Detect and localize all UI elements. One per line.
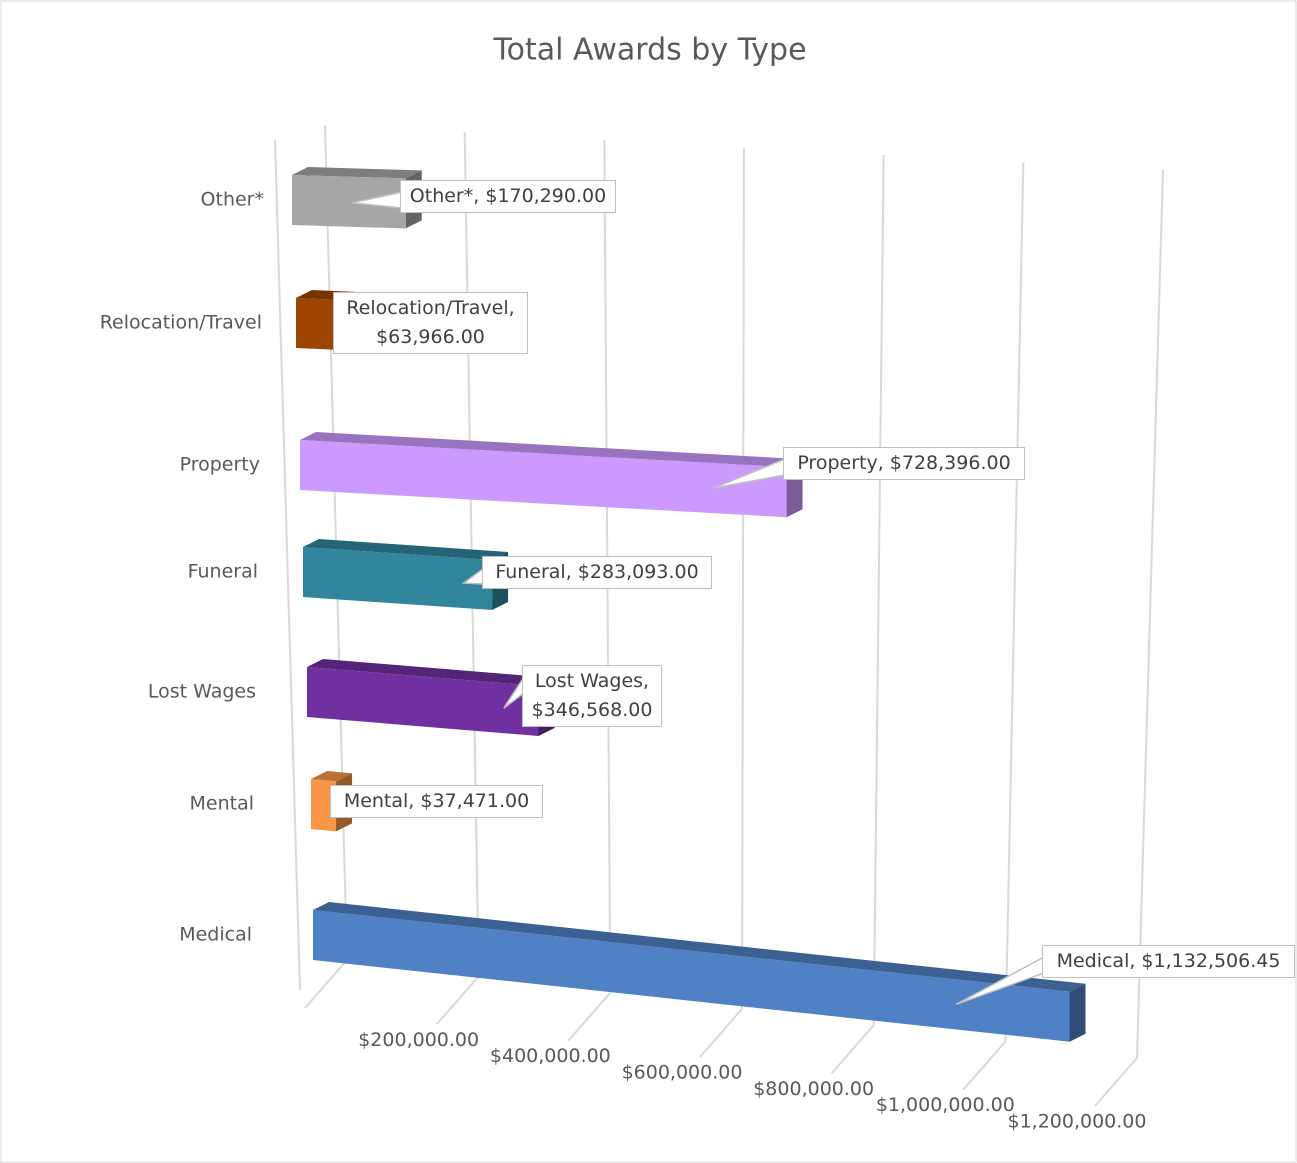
data-label: Lost Wages, $346,568.00 — [522, 665, 662, 727]
floor-line — [435, 975, 480, 1025]
x-tick-label: $1,000,000.00 — [876, 1094, 1015, 1116]
y-tick-label: Lost Wages — [148, 681, 256, 703]
y-tick-label: Relocation/Travel — [100, 312, 262, 334]
data-label: Other*, $170,290.00 — [400, 180, 616, 213]
data-label: Medical, $1,132,506.45 — [1042, 945, 1295, 978]
data-label: Funeral, $283,093.00 — [482, 556, 712, 589]
floor-line — [699, 1008, 743, 1058]
bar — [300, 440, 787, 518]
y-tick-label: Other* — [201, 189, 264, 211]
bar-top — [311, 771, 353, 782]
chart-title: Total Awards by Type — [492, 33, 806, 68]
data-label: Relocation/Travel, $63,966.00 — [333, 292, 528, 354]
bar-top — [303, 539, 509, 561]
grid-line — [1004, 162, 1025, 1042]
floor-line — [304, 959, 348, 1009]
floor-line — [1094, 1057, 1138, 1107]
x-tick-label: $200,000.00 — [358, 1029, 479, 1051]
bar-top — [300, 432, 803, 468]
floor-line — [962, 1041, 1007, 1091]
bar-top — [307, 659, 555, 686]
bar — [292, 175, 406, 229]
bar-end — [1069, 983, 1086, 1042]
y-tick-label: Funeral — [188, 561, 258, 583]
floor-line — [830, 1024, 875, 1074]
bar — [311, 779, 337, 832]
x-tick-label: $600,000.00 — [622, 1062, 743, 1084]
grid-line — [741, 147, 745, 1010]
wall-axis — [274, 139, 301, 991]
x-tick-label: $400,000.00 — [490, 1045, 611, 1067]
bar — [296, 298, 339, 350]
floor-line — [567, 992, 612, 1042]
grid-line — [872, 154, 885, 1026]
data-label: Property, $728,396.00 — [783, 447, 1025, 480]
bar-top — [313, 902, 1086, 992]
bar — [313, 910, 1070, 1042]
data-label: Mental, $37,471.00 — [330, 785, 543, 818]
bar — [303, 547, 493, 611]
x-tick-label: $800,000.00 — [753, 1078, 874, 1100]
x-tick-label: $1,200,000.00 — [1007, 1111, 1146, 1133]
grid-line — [1136, 169, 1164, 1059]
y-tick-label: Property — [180, 454, 260, 476]
bar — [307, 667, 539, 736]
y-tick-label: Mental — [190, 793, 255, 815]
y-tick-label: Medical — [179, 924, 252, 946]
bar-top — [292, 167, 422, 179]
